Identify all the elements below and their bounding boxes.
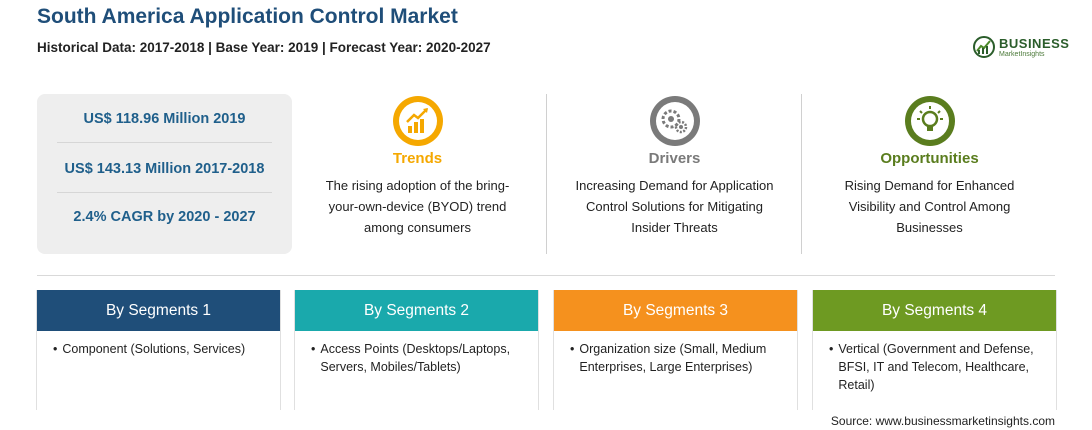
bullet-icon: • <box>53 342 58 356</box>
opportunities-feature: Opportunities Rising Demand for Enhanced… <box>812 94 1047 238</box>
segment-card-4: By Segments 4 • Vertical (Government and… <box>812 290 1057 410</box>
bullet-icon: • <box>829 342 834 356</box>
source-note: Source: www.businessmarketinsights.com <box>830 414 1055 428</box>
segment-body: • Vertical (Government and Defense, BFSI… <box>813 331 1056 394</box>
feature-description: The rising adoption of the bring- your-o… <box>300 175 535 238</box>
drivers-feature: Drivers Increasing Demand for Applicatio… <box>557 94 792 238</box>
feature-title: Drivers <box>648 150 701 167</box>
segment-title: By Segments 1 <box>37 290 280 331</box>
segment-text: Organization size (Small, Medium Enterpr… <box>579 342 767 374</box>
desc-line: Businesses <box>896 220 963 235</box>
segment-body: • Organization size (Small, Medium Enter… <box>554 331 797 376</box>
desc-line: Control Solutions for Mitigating <box>585 199 764 214</box>
stat-value: 2.4% CAGR by 2020 - 2027 <box>73 209 256 225</box>
desc-line: Increasing Demand for Application <box>575 178 774 193</box>
segment-card-2: By Segments 2 • Access Points (Desktops/… <box>294 290 539 410</box>
segment-title: By Segments 4 <box>813 290 1056 331</box>
feature-title: Opportunities <box>880 150 979 167</box>
bullet-icon: • <box>570 342 575 356</box>
page-subtitle: Historical Data: 2017-2018 | Base Year: … <box>37 40 491 55</box>
stat-value: US$ 143.13 Million 2017-2018 <box>64 161 265 177</box>
segment-text: Component (Solutions, Services) <box>62 342 246 356</box>
segment-title: By Segments 2 <box>295 290 538 331</box>
stats-panel: US$ 118.96 Million 2019 US$ 143.13 Milli… <box>37 94 292 254</box>
feature-description: Increasing Demand for Application Contro… <box>557 175 792 238</box>
feature-title: Trends <box>392 150 443 167</box>
feature-description: Rising Demand for Enhanced Visibility an… <box>812 175 1047 238</box>
desc-line: your-own-device (BYOD) trend <box>328 199 507 214</box>
segment-card-1: By Segments 1 • Component (Solutions, Se… <box>36 290 281 410</box>
lightbulb-icon <box>903 94 957 148</box>
logo-sub-text: MarketInsights <box>999 50 1045 58</box>
divider <box>37 275 1055 276</box>
segment-card-3: By Segments 3 • Organization size (Small… <box>553 290 798 410</box>
segment-title: By Segments 3 <box>554 290 797 331</box>
gears-icon <box>648 94 702 148</box>
desc-line: among consumers <box>364 220 471 235</box>
logo-main-text: BUSINESS <box>999 35 1070 51</box>
segment-text: Vertical (Government and Defense, BFSI, … <box>838 342 1034 392</box>
divider <box>546 94 547 254</box>
segment-body: • Component (Solutions, Services) <box>37 331 280 358</box>
segment-text: Access Points (Desktops/Laptops, Servers… <box>320 342 511 374</box>
desc-line: Visibility and Control Among <box>848 199 1011 214</box>
divider <box>57 192 272 193</box>
company-logo: BUSINESS MarketInsights <box>972 35 1069 59</box>
bullet-icon: • <box>311 342 316 356</box>
desc-line: The rising adoption of the bring- <box>325 178 510 193</box>
page-title: South America Application Control Market <box>37 5 458 28</box>
desc-line: Insider Threats <box>631 220 718 235</box>
stat-value: US$ 118.96 Million 2019 <box>83 111 246 127</box>
trend-chart-icon <box>391 94 445 148</box>
segment-body: • Access Points (Desktops/Laptops, Serve… <box>295 331 538 376</box>
divider <box>57 142 272 143</box>
logo-globe-icon <box>973 36 995 58</box>
desc-line: Rising Demand for Enhanced <box>844 178 1015 193</box>
divider <box>801 94 802 254</box>
trends-feature: Trends The rising adoption of the bring-… <box>300 94 535 238</box>
